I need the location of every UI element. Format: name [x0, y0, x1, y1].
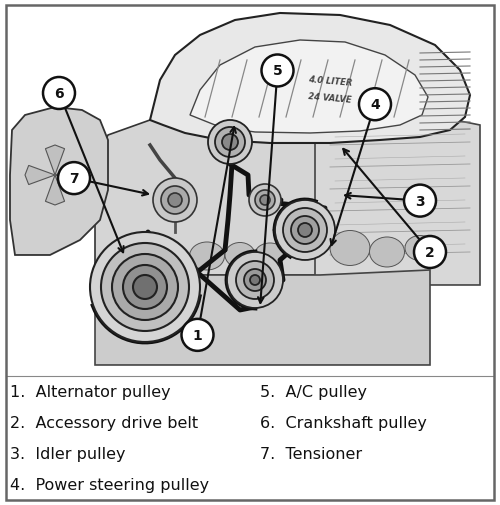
- Circle shape: [112, 255, 178, 320]
- Circle shape: [168, 193, 182, 208]
- Polygon shape: [25, 166, 55, 185]
- Circle shape: [255, 190, 275, 211]
- Text: 4: 4: [370, 98, 380, 112]
- Circle shape: [90, 232, 200, 342]
- Ellipse shape: [330, 231, 370, 266]
- Text: 6: 6: [54, 87, 64, 101]
- Circle shape: [227, 252, 283, 309]
- Ellipse shape: [405, 236, 435, 261]
- Text: 24 VALVE: 24 VALVE: [308, 91, 352, 104]
- Circle shape: [236, 262, 274, 299]
- Polygon shape: [55, 166, 85, 185]
- Circle shape: [215, 128, 245, 158]
- Text: 1.  Alternator pulley: 1. Alternator pulley: [10, 384, 170, 399]
- Circle shape: [58, 163, 90, 195]
- Ellipse shape: [225, 243, 255, 268]
- Polygon shape: [315, 114, 480, 285]
- Circle shape: [222, 135, 238, 150]
- Circle shape: [250, 275, 260, 285]
- Circle shape: [283, 209, 327, 252]
- Circle shape: [161, 187, 189, 215]
- Polygon shape: [10, 108, 108, 256]
- Polygon shape: [46, 146, 64, 176]
- Circle shape: [153, 179, 197, 223]
- Circle shape: [208, 121, 252, 165]
- Text: 6.  Crankshaft pulley: 6. Crankshaft pulley: [260, 415, 427, 430]
- Circle shape: [298, 224, 312, 237]
- Text: 2.  Accessory drive belt: 2. Accessory drive belt: [10, 415, 198, 430]
- Text: 3.  Idler pulley: 3. Idler pulley: [10, 446, 126, 461]
- Text: 7: 7: [69, 172, 79, 186]
- Circle shape: [101, 243, 189, 331]
- Circle shape: [133, 275, 157, 299]
- Circle shape: [262, 56, 294, 87]
- Polygon shape: [46, 176, 64, 206]
- Circle shape: [244, 270, 266, 291]
- Circle shape: [275, 200, 335, 261]
- Text: 4.  Power steering pulley: 4. Power steering pulley: [10, 477, 209, 492]
- Text: 5: 5: [272, 64, 282, 78]
- Ellipse shape: [370, 237, 404, 268]
- Polygon shape: [95, 271, 430, 365]
- Text: 2: 2: [425, 245, 435, 260]
- Circle shape: [260, 195, 270, 206]
- Ellipse shape: [190, 242, 224, 271]
- Text: 7.  Tensioner: 7. Tensioner: [260, 446, 362, 461]
- Polygon shape: [190, 41, 428, 134]
- Circle shape: [123, 266, 167, 310]
- Circle shape: [249, 185, 281, 217]
- Text: 5.  A/C pulley: 5. A/C pulley: [260, 384, 367, 399]
- Text: 4.0 LITER: 4.0 LITER: [308, 74, 352, 87]
- Ellipse shape: [255, 243, 285, 266]
- Circle shape: [404, 185, 436, 217]
- Polygon shape: [150, 14, 470, 144]
- Polygon shape: [95, 118, 320, 275]
- Text: 1: 1: [192, 328, 202, 342]
- Circle shape: [359, 89, 391, 121]
- Text: 3: 3: [415, 194, 425, 208]
- FancyBboxPatch shape: [10, 11, 485, 370]
- Circle shape: [182, 319, 214, 351]
- Circle shape: [291, 217, 319, 244]
- Circle shape: [414, 236, 446, 269]
- Circle shape: [43, 78, 75, 110]
